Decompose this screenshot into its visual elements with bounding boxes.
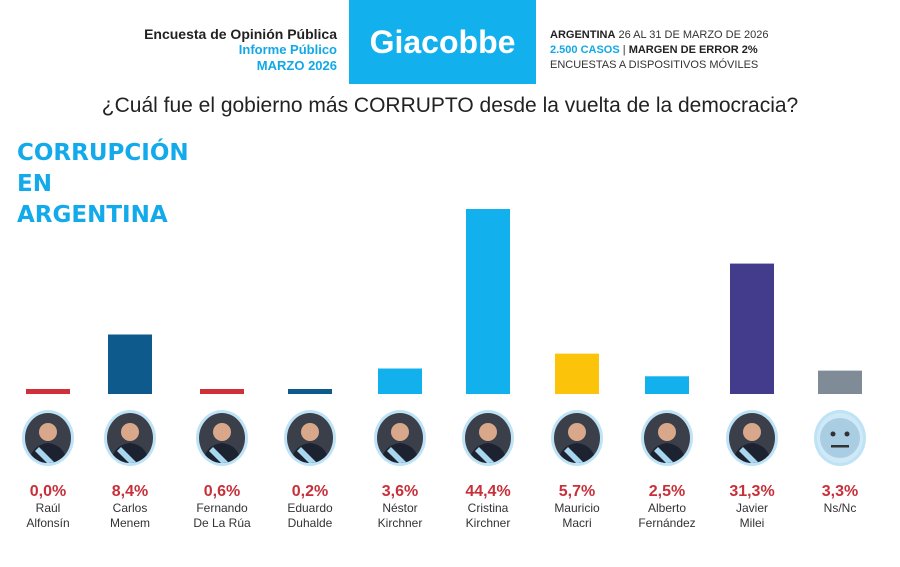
- report-type: Informe Público: [238, 42, 337, 57]
- report-date: MARZO 2026: [256, 58, 337, 73]
- person-photo: [284, 410, 336, 466]
- category-label: Alberto Fernández: [622, 501, 712, 531]
- category-label-line: Kirchner: [465, 516, 511, 530]
- header-right: ARGENTINA 26 AL 31 DE MARZO DE 2026 2.50…: [550, 28, 768, 73]
- bar-0: [26, 389, 70, 394]
- data-label: 8,4%: [111, 483, 149, 500]
- bar-4: [378, 368, 422, 394]
- bar-2: [200, 389, 244, 394]
- chart-title: CORRUPCIÓN EN ARGENTINA: [17, 138, 189, 231]
- category-label-line: Milei: [739, 516, 765, 530]
- data-label: 0,6%: [203, 483, 241, 500]
- category-label-line: Kirchner: [377, 516, 423, 530]
- margin-of-error: MARGEN DE ERROR 2%: [628, 44, 758, 56]
- title-line: CORRUPCIÓN: [17, 140, 189, 166]
- bar-9: [818, 370, 862, 394]
- brand-logo: Giacobbe: [349, 0, 536, 84]
- data-label: 2,5%: [648, 483, 686, 500]
- category-label-line: Carlos: [112, 501, 148, 515]
- category-label: Néstor Kirchner: [355, 501, 445, 531]
- person-photo: [641, 410, 693, 466]
- header-left: Encuesta de Opinión Pública Informe Públ…: [144, 26, 337, 74]
- dates: 26 AL 31 DE MARZO DE 2026: [618, 29, 769, 41]
- bar-3: [288, 389, 332, 394]
- data-label: 44,4%: [465, 483, 511, 500]
- cases: 2.500 CASOS: [550, 44, 620, 56]
- category-label-line: Néstor: [382, 501, 418, 515]
- category-label-line: Raúl: [35, 501, 61, 515]
- person-photo: [374, 410, 426, 466]
- title-line: ARGENTINA: [17, 202, 168, 228]
- data-label: 0,0%: [29, 483, 67, 500]
- bar-8: [730, 263, 774, 394]
- category-label-line: Cristina: [467, 501, 509, 515]
- category-label: Cristina Kirchner: [443, 501, 533, 531]
- category-label-line: Duhalde: [287, 516, 333, 530]
- person-photo: [726, 410, 778, 466]
- category-label-line: Ns/Nc: [823, 501, 857, 515]
- data-label: 31,3%: [729, 483, 775, 500]
- category-label: Eduardo Duhalde: [265, 501, 355, 531]
- bar-1: [108, 334, 152, 394]
- person-photo: [551, 410, 603, 466]
- data-label: 5,7%: [558, 483, 596, 500]
- category-label: Ns/Nc: [795, 501, 885, 516]
- category-label: Fernando De La Rúa: [177, 501, 267, 531]
- data-label: 0,2%: [291, 483, 329, 500]
- category-label: Javier Milei: [707, 501, 797, 531]
- person-photo: [196, 410, 248, 466]
- category-label-line: Menem: [109, 516, 150, 530]
- neutral-face-icon: [814, 410, 866, 466]
- category-label: Carlos Menem: [85, 501, 175, 531]
- country: ARGENTINA: [550, 29, 616, 41]
- category-label-line: Fernando: [196, 501, 248, 515]
- category-label-line: Eduardo: [287, 501, 333, 515]
- category-label: Raúl Alfonsín: [3, 501, 93, 531]
- category-label: Mauricio Macri: [532, 501, 622, 531]
- category-label-line: Alberto: [647, 501, 687, 515]
- category-label-line: Fernández: [638, 516, 696, 530]
- category-label-line: De La Rúa: [193, 516, 251, 530]
- separator: |: [622, 44, 626, 56]
- category-label-line: Macri: [562, 516, 592, 530]
- person-photo: [104, 410, 156, 466]
- method: ENCUESTAS A DISPOSITIVOS MÓVILES: [550, 59, 759, 71]
- person-photo: [462, 410, 514, 466]
- bar-5: [466, 209, 510, 394]
- data-label: 3,6%: [381, 483, 419, 500]
- category-label-line: Javier: [735, 501, 768, 515]
- person-photo: [22, 410, 74, 466]
- question: ¿Cuál fue el gobierno más CORRUPTO desde…: [101, 94, 799, 117]
- survey-label: Encuesta de Opinión Pública: [144, 26, 337, 42]
- category-label-line: Alfonsín: [26, 516, 70, 530]
- bar-6: [555, 353, 599, 394]
- bar-7: [645, 376, 689, 394]
- category-label-line: Mauricio: [554, 501, 600, 515]
- title-line: EN: [17, 171, 52, 197]
- data-label: 3,3%: [821, 483, 859, 500]
